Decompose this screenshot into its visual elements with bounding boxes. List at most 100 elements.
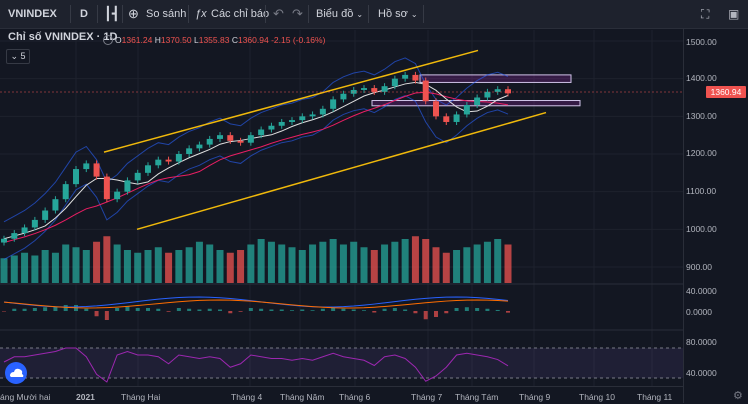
candle-body [361,88,367,90]
macd-histogram-bar [84,308,89,311]
macd-histogram-bar [156,308,161,311]
macd-histogram-bar [382,308,387,311]
divider [188,5,189,23]
macd-histogram-bar [444,311,449,314]
macd-histogram-bar [320,308,325,311]
time-tick: áng Mười hai [0,392,51,402]
macd-histogram-bar [12,308,17,311]
volume-bar [504,244,512,283]
candle-body [206,138,213,145]
channel-upper-line [103,49,479,153]
price-tick: 1200.00 [686,148,717,158]
profile-menu[interactable]: Hồ sơ ⌄ [378,0,418,28]
compare-button[interactable]: So sánh [146,8,187,20]
macd-histogram-bar [63,305,68,311]
macd-histogram-bar [104,311,109,320]
volume-bars [0,236,512,283]
divider [368,5,369,23]
high-label: H [154,35,161,45]
candle-body [1,238,7,243]
indicators-collapse-toggle[interactable]: ⌄ 5 [6,49,30,64]
chevron-down-icon: ⌄ [410,10,418,19]
candle-body [402,74,409,79]
market-status-icon[interactable] [103,35,113,45]
macd-histogram-bar [423,311,428,320]
volume-bar [442,252,450,283]
macd-histogram-bar [146,308,150,311]
current-price-tag: 1360.94 [706,86,746,98]
time-tick: Tháng 10 [579,392,615,402]
macd-histogram-bar [43,307,48,311]
candle-body [114,191,121,200]
macd-histogram-bar [403,309,408,311]
macd-histogram-bar [197,309,202,311]
volume-bar [411,236,419,283]
macd-histogram-bar [218,309,222,311]
candle-body [412,74,419,81]
volume-bar [31,255,39,283]
screenshot-icon[interactable]: ▣ [728,7,740,21]
macd-histogram-bar [53,306,58,311]
time-tick: Tháng Tám [455,392,499,402]
candle-body [52,199,59,211]
macd-histogram-bar [372,311,377,313]
volume-bar [134,252,142,283]
volume-bar [175,250,183,283]
time-tick: Tháng 9 [519,392,551,402]
undo-icon[interactable]: ↶ [273,6,284,21]
volume-bar [360,247,368,283]
settings-gear-icon[interactable]: ⚙ [733,390,743,402]
volume-bar [154,247,162,283]
candle-body [73,169,79,185]
bollinger-lower [3,95,509,260]
time-tick: Tháng 6 [339,392,371,402]
fullscreen-icon[interactable]: ⛶ [701,7,710,21]
indicator-fx-icon[interactable]: ƒx [195,8,207,20]
candle-body [247,135,254,143]
resistance-zone [419,74,572,83]
macd-histogram-bar [464,307,469,311]
candle-body [330,99,337,109]
volume-bar [432,247,440,283]
rsi-line [3,347,509,383]
interval-button[interactable]: D [80,8,88,20]
high-value: 1370.50 [160,35,192,45]
tradingview-logo-icon[interactable] [5,362,27,384]
volume-bar [103,236,111,283]
chart-type-menu[interactable]: Biểu đồ ⌄ [316,0,363,28]
macd-tick: 0.0000 [686,307,712,317]
volume-bar [309,244,317,283]
macd-pane [2,296,510,320]
divider [97,5,98,23]
candle-body [391,78,398,87]
candle-body [237,140,244,143]
macd-histogram-bar [506,311,510,313]
change-value: -2.15 (-0.16%) [271,35,326,45]
macd-histogram-bar [485,308,490,311]
trend-channel[interactable] [103,49,547,231]
volume-bar [10,255,18,283]
add-compare-icon[interactable]: ⊕ [128,6,139,21]
profile-label: Hồ sơ [378,8,408,20]
open-value: 1361.24 [121,35,153,45]
macd-tick: 40.0000 [686,286,717,296]
symbol-search[interactable]: VNINDEX [8,8,57,20]
channel-lower-line [136,111,547,231]
volume-bar [226,252,234,283]
candle-body [165,159,172,162]
candle-body [340,93,347,100]
volume-bar [185,247,193,283]
volume-bar [267,241,275,283]
macd-histogram-bar [495,309,500,311]
macd-histogram-bar [2,311,6,312]
volume-bar [237,250,245,283]
ohlc-values: O1361.24 H1370.50 L1355.83 C1360.94 -2.1… [115,35,325,45]
macd-histogram-bar [454,308,459,311]
time-axis[interactable] [0,386,683,404]
indicators-button[interactable]: Các chỉ báo [211,8,270,20]
cloud-icon [10,368,24,377]
redo-icon[interactable]: ↷ [292,6,303,21]
candle-body [134,172,141,181]
candle-style-icon[interactable]: ┃┫ [104,6,120,21]
